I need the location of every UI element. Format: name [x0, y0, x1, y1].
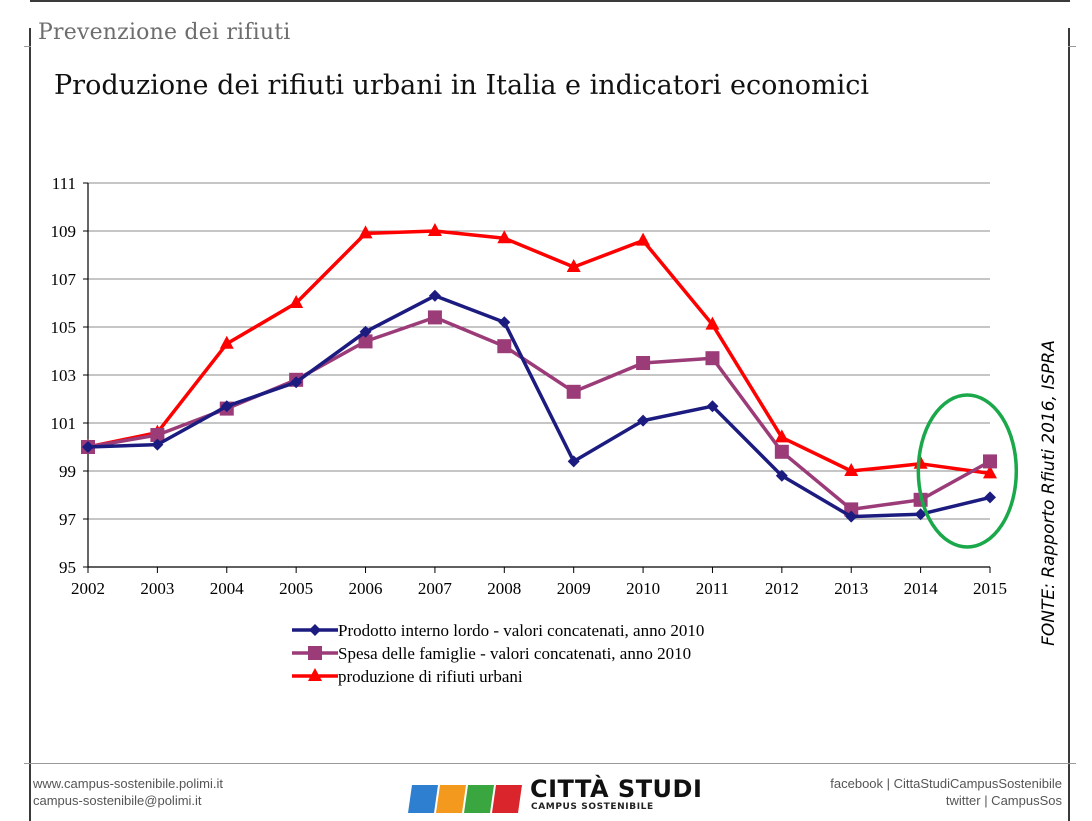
series-0-point — [82, 441, 94, 453]
y-tick-label: 109 — [51, 222, 77, 241]
series-0-point — [914, 508, 927, 521]
series-0-point — [984, 491, 996, 504]
series-2-point — [566, 259, 581, 272]
series-1-point — [983, 454, 997, 469]
x-tick-label: 2013 — [834, 579, 868, 598]
footer-facebook-link[interactable]: facebook | CittaStudiCampusSostenibile — [830, 776, 1062, 791]
x-tick-label: 2011 — [696, 579, 729, 598]
y-tick-label: 103 — [51, 366, 77, 385]
series-2-point — [289, 295, 304, 308]
logo-stripes-icon — [408, 785, 522, 813]
source-note-container: FONTE: Rapporto Rfiuti 2016, ISPRA — [1034, 303, 1064, 683]
logo-subtext: CAMPUS SOSTENIBILE — [531, 802, 654, 812]
frame-left-tick — [24, 46, 31, 47]
footer-website-link[interactable]: www.campus-sostenibile.polimi.it — [33, 776, 224, 791]
legend-swatch-marker — [308, 668, 322, 681]
x-tick-label: 2012 — [765, 579, 799, 598]
series-0-point — [498, 316, 511, 329]
series-0-point — [637, 414, 650, 427]
legend-label: Prodotto interno lordo - valori concaten… — [338, 621, 704, 640]
series-1-point — [150, 428, 165, 442]
x-tick-label: 2015 — [973, 579, 1007, 598]
footer-email-link[interactable]: campus-sostenibile@polimi.it — [33, 793, 202, 808]
series-2-point — [636, 232, 651, 246]
y-tick-label: 97 — [59, 510, 77, 529]
series-2-point — [497, 230, 512, 244]
series-1-point — [427, 310, 442, 325]
footer-social: facebook | CittaStudiCampusSostenibile t… — [830, 775, 1062, 809]
x-tick-label: 2005 — [279, 579, 313, 598]
x-tick-label: 2009 — [557, 579, 591, 598]
frame-right-line — [1068, 28, 1070, 821]
series-1-point — [497, 339, 512, 354]
series-0-point — [359, 325, 372, 338]
legend-label: Spesa delle famiglie - valori concatenat… — [338, 644, 691, 663]
series-0-point — [706, 400, 719, 413]
x-tick-label: 2008 — [487, 579, 521, 598]
series-2-point — [774, 429, 789, 443]
series-1-group — [81, 310, 997, 517]
x-tick-label: 2003 — [140, 579, 174, 598]
series-2-point — [358, 225, 373, 239]
series-2-point — [219, 335, 234, 349]
series-0-point — [428, 289, 441, 302]
x-tick-label: 2004 — [210, 579, 245, 598]
legend-item: Prodotto interno lordo - valori concaten… — [292, 621, 704, 640]
legend-swatch-marker — [308, 646, 322, 660]
citta-studi-logo: CITTÀ STUDI CAMPUS SOSTENIBILE — [408, 775, 702, 813]
series-2-group — [81, 223, 997, 479]
frame-top-line — [30, 0, 1070, 2]
y-tick-label: 95 — [59, 558, 76, 577]
frame-bottom-divider — [24, 763, 1076, 764]
y-tick-label: 101 — [51, 414, 77, 433]
series-0-point — [151, 438, 164, 451]
series-2-point — [983, 465, 997, 479]
frame-right-tick — [1068, 46, 1076, 47]
legend-item: Spesa delle famiglie - valori concatenat… — [292, 644, 691, 663]
y-tick-label: 107 — [51, 270, 77, 289]
highlight-ellipse — [916, 393, 1019, 549]
source-note: FONTE: Rapporto Rfiuti 2016, ISPRA — [1039, 340, 1059, 646]
series-0-point — [845, 510, 858, 523]
x-tick-label: 2014 — [904, 579, 939, 598]
series-0-point — [775, 469, 788, 482]
series-2-point — [427, 223, 442, 236]
series-0-point — [220, 400, 233, 413]
series-0-point — [567, 455, 580, 468]
series-0-line — [87, 294, 991, 519]
series-1-point — [774, 444, 789, 459]
x-tick-label: 2006 — [349, 579, 383, 598]
series-2-line — [87, 229, 991, 476]
legend-swatch-marker — [309, 624, 321, 636]
y-tick-label: 99 — [59, 462, 76, 481]
section-title: Prevenzione dei rifiuti — [38, 20, 291, 45]
logo-text: CITTÀ STUDI — [530, 775, 703, 803]
series-1-point — [705, 351, 720, 366]
series-1-point — [566, 384, 581, 399]
frame-left-line — [29, 28, 31, 821]
legend-label: produzione di rifiuti urbani — [338, 667, 523, 686]
series-2-point — [844, 463, 859, 476]
y-tick-label: 111 — [52, 174, 76, 193]
x-tick-label: 2002 — [71, 579, 105, 598]
series-2-point — [705, 316, 720, 330]
legend-item: produzione di rifiuti urbani — [292, 667, 523, 686]
y-tick-label: 105 — [51, 318, 77, 337]
x-tick-label: 2007 — [418, 579, 453, 598]
series-0-group — [82, 289, 996, 523]
slide-title: Produzione dei rifiuti urbani in Italia … — [54, 70, 869, 101]
series-1-point — [358, 334, 373, 349]
series-0-point — [290, 376, 303, 389]
footer-contacts: www.campus-sostenibile.polimi.it campus-… — [33, 775, 223, 809]
series-1-point — [636, 356, 651, 370]
x-tick-label: 2010 — [626, 579, 660, 598]
footer-twitter-link[interactable]: twitter | CampusSos — [945, 793, 1062, 808]
